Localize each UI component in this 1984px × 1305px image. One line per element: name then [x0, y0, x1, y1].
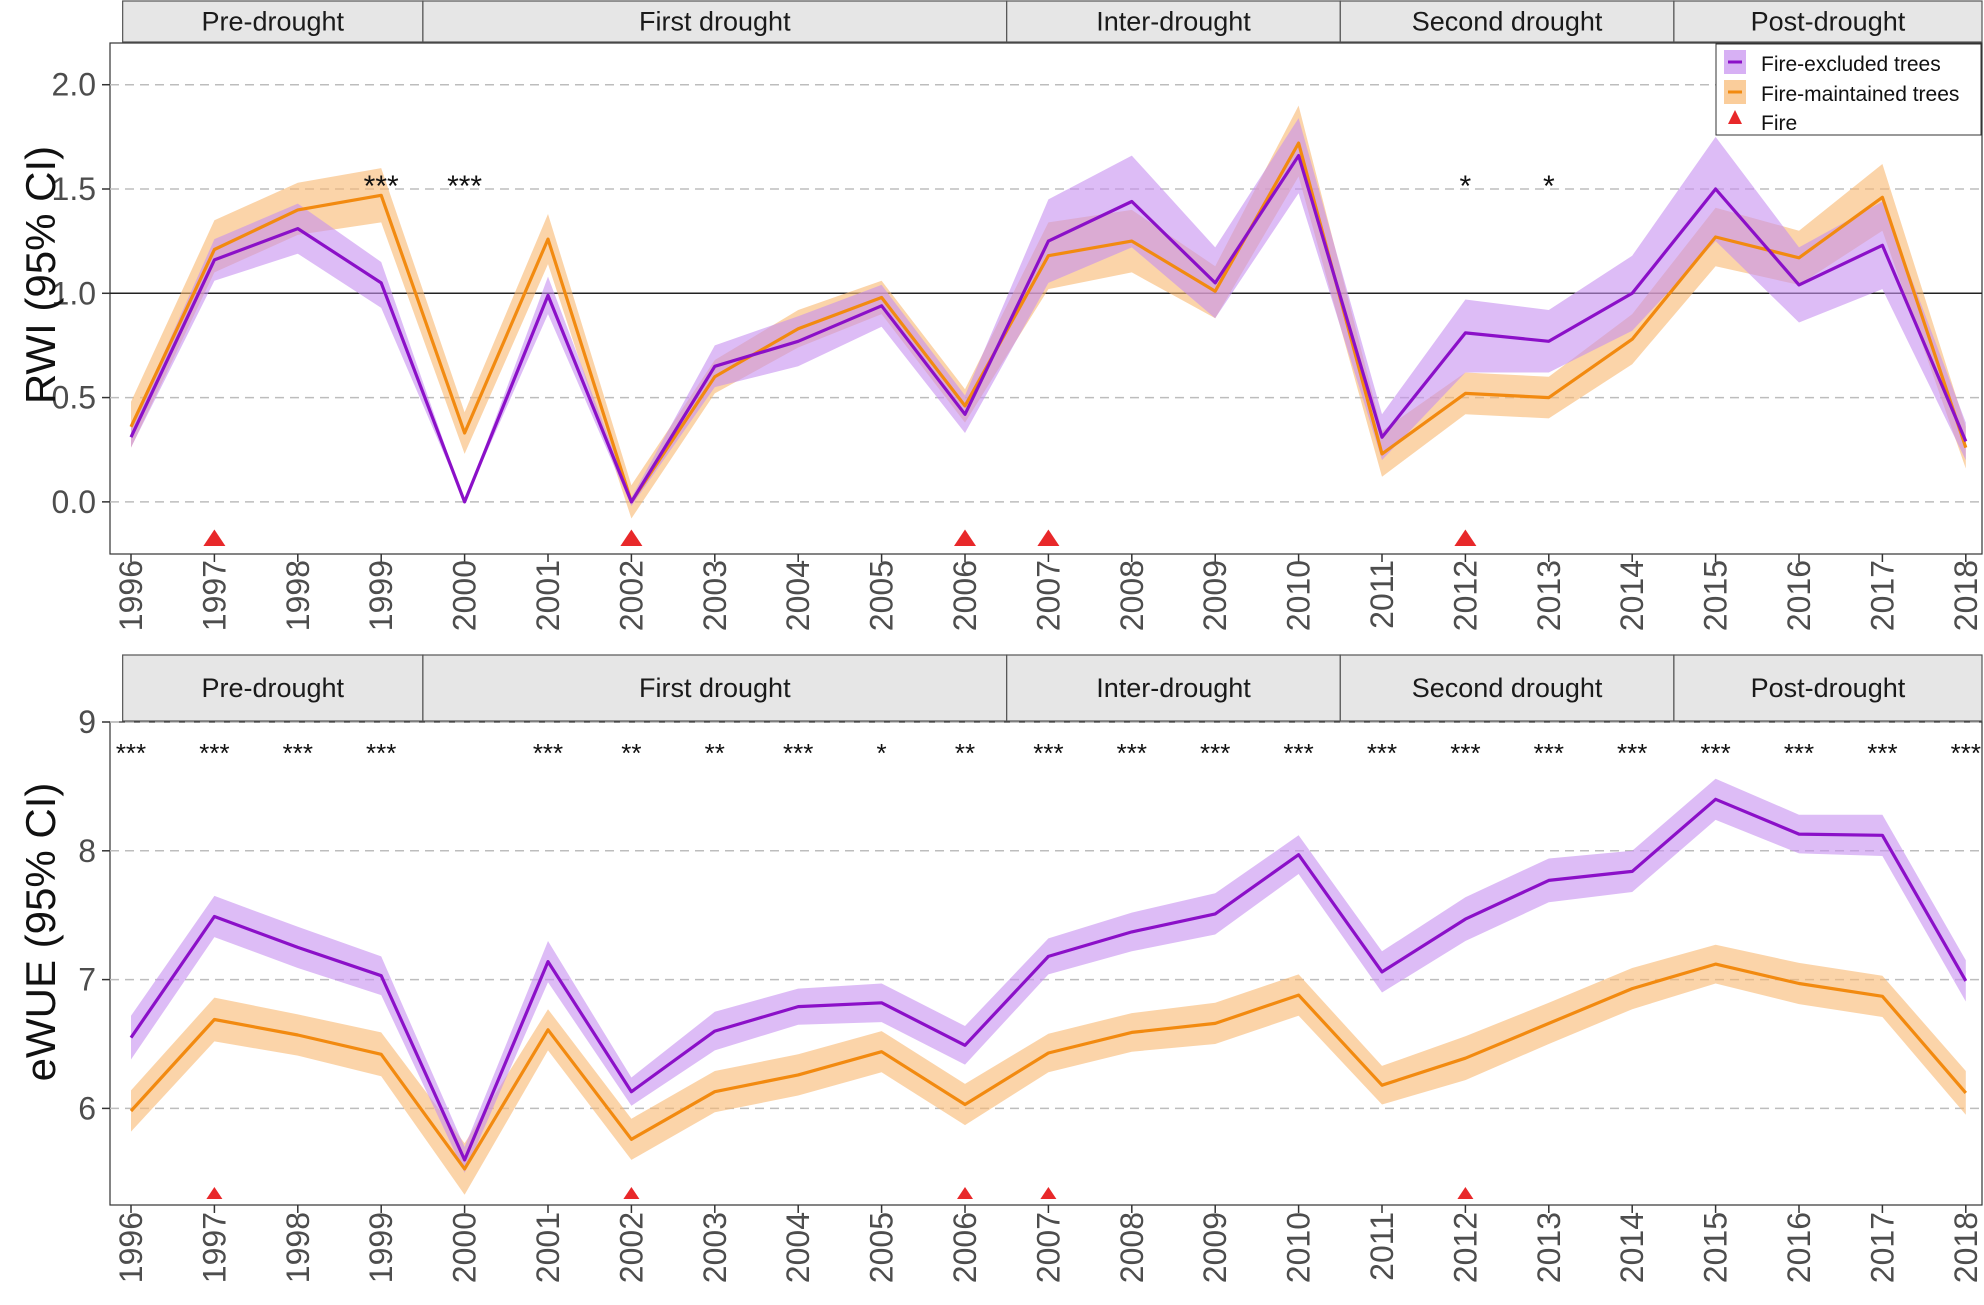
ewue-period-label: Inter-drought	[1096, 673, 1251, 703]
ewue-significance-label: **	[705, 738, 725, 768]
ewue-significance-label: ***	[1450, 738, 1480, 768]
ewue-xtick-label: 2009	[1197, 1212, 1233, 1283]
ewue-xtick-label: 2016	[1781, 1212, 1817, 1283]
rwi-period-label: Pre-drought	[201, 7, 344, 37]
ewue-significance-label: ***	[1700, 738, 1730, 768]
ewue-xtick-label: 2018	[1948, 1212, 1984, 1283]
ewue-significance-label: ***	[283, 738, 313, 768]
rwi-xtick-label: 2010	[1281, 560, 1317, 631]
ewue-ytick-label: 8	[78, 833, 96, 869]
rwi-significance-label: ***	[364, 170, 399, 203]
rwi-ytick-label: 2.0	[52, 67, 96, 103]
rwi-xtick-label: 2016	[1781, 560, 1817, 631]
ewue-xtick-label: 2007	[1030, 1212, 1066, 1283]
ewue-xtick-label: 2012	[1447, 1212, 1483, 1283]
rwi-xtick-label: 2000	[447, 560, 483, 631]
legend: Fire-excluded trees Fire-maintained trees…	[1716, 44, 1981, 135]
ewue-period-label: Post-drought	[1751, 673, 1906, 703]
ewue-xtick-label: 2004	[780, 1212, 816, 1283]
ewue-significance-label: ***	[1867, 738, 1897, 768]
legend-label-excluded: Fire-excluded trees	[1761, 53, 1941, 76]
ewue-significance-label: ***	[366, 738, 396, 768]
rwi-xtick-label: 2004	[780, 560, 816, 631]
ewue-significance-label: ***	[1367, 738, 1397, 768]
ewue-xtick-label: 2017	[1864, 1212, 1900, 1283]
ewue-significance-label: ***	[1951, 738, 1981, 768]
ewue-significance-label: ***	[1534, 738, 1564, 768]
ewue-significance-label: ***	[1283, 738, 1313, 768]
ewue-ytick-label: 7	[78, 962, 96, 998]
ewue-xtick-label: 2008	[1114, 1212, 1150, 1283]
ewue-significance-label: ***	[1200, 738, 1230, 768]
rwi-significance-label: ***	[447, 170, 482, 203]
ewue-significance-label: ***	[1617, 738, 1647, 768]
ewue-significance-label: ***	[1117, 738, 1147, 768]
ewue-ytick-label: 9	[78, 704, 96, 740]
rwi-xtick-label: 1999	[363, 560, 399, 631]
ewue-xtick-label: 2002	[613, 1212, 649, 1283]
ewue-xtick-label: 2001	[530, 1212, 566, 1283]
ewue-period-label: Pre-drought	[201, 673, 344, 703]
rwi-xtick-label: 1998	[280, 560, 316, 631]
rwi-significance-label: *	[1543, 170, 1555, 203]
rwi-xtick-label: 2007	[1030, 560, 1066, 631]
ewue-xtick-label: 2013	[1531, 1212, 1567, 1283]
rwi-xtick-label: 2006	[947, 560, 983, 631]
ewue-xtick-label: 2010	[1281, 1212, 1317, 1283]
ewue-significance-label: **	[621, 738, 641, 768]
ewue-ytick-label: 6	[78, 1090, 96, 1126]
ewue-xtick-label: 2011	[1364, 1212, 1400, 1281]
ewue-period-label: Second drought	[1412, 673, 1603, 703]
ewue-y-axis-label: eWUE (95% CI)	[17, 783, 64, 1082]
rwi-xtick-label: 2011	[1364, 560, 1400, 629]
rwi-xtick-label: 2018	[1948, 560, 1984, 631]
rwi-xtick-label: 2017	[1864, 560, 1900, 631]
ewue-significance-label: ***	[1033, 738, 1063, 768]
ewue-xtick-label: 2005	[864, 1212, 900, 1283]
ewue-significance-label: **	[955, 738, 975, 768]
ewue-xtick-label: 1998	[280, 1212, 316, 1283]
ewue-xtick-label: 2006	[947, 1212, 983, 1283]
ewue-significance-label: ***	[533, 738, 563, 768]
ewue-significance-label: ***	[783, 738, 813, 768]
rwi-period-label: Second drought	[1412, 7, 1603, 37]
ewue-xtick-label: 1999	[363, 1212, 399, 1283]
rwi-period-label: Inter-drought	[1096, 7, 1251, 37]
ewue-xtick-label: 1996	[113, 1212, 149, 1283]
ewue-xtick-label: 2000	[447, 1212, 483, 1283]
rwi-period-label: Post-drought	[1751, 7, 1906, 37]
rwi-xtick-label: 1997	[196, 560, 232, 631]
rwi-xtick-label: 2002	[613, 560, 649, 631]
rwi-xtick-label: 1996	[113, 560, 149, 631]
ewue-period-label: First drought	[639, 673, 791, 703]
ewue-significance-label: ***	[116, 738, 146, 768]
rwi-period-label: First drought	[639, 7, 791, 37]
rwi-xtick-label: 2012	[1447, 560, 1483, 631]
ewue-significance-label: *	[877, 738, 887, 768]
ewue-xtick-label: 2015	[1698, 1212, 1734, 1283]
rwi-xtick-label: 2015	[1698, 560, 1734, 631]
ewue-significance-label: ***	[199, 738, 229, 768]
rwi-xtick-label: 2013	[1531, 560, 1567, 631]
rwi-xtick-label: 2014	[1614, 560, 1650, 631]
rwi-xtick-label: 2005	[864, 560, 900, 631]
legend-label-fire: Fire	[1761, 112, 1797, 135]
rwi-ytick-label: 0.0	[52, 484, 96, 520]
rwi-xtick-label: 2003	[697, 560, 733, 631]
legend-label-maintained: Fire-maintained trees	[1761, 83, 1959, 106]
rwi-xtick-label: 2001	[530, 560, 566, 631]
ewue-significance-label: ***	[1784, 738, 1814, 768]
ewue-xtick-label: 1997	[196, 1212, 232, 1283]
rwi-xtick-label: 2009	[1197, 560, 1233, 631]
ewue-xtick-label: 2014	[1614, 1212, 1650, 1283]
ewue-xtick-label: 2003	[697, 1212, 733, 1283]
rwi-y-axis-label: RWI (95% CI)	[17, 146, 64, 404]
rwi-significance-label: *	[1460, 170, 1472, 203]
rwi-xtick-label: 2008	[1114, 560, 1150, 631]
